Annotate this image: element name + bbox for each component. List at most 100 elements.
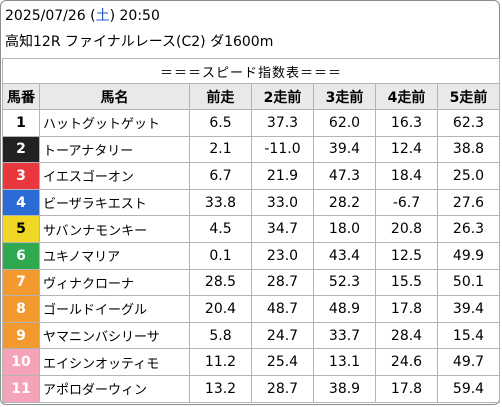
horse-number: 9	[2, 321, 40, 350]
speed-3-races-ago: 28.2	[313, 188, 376, 217]
horse-name: トーアナタリー	[39, 135, 190, 164]
speed-4-races-ago: 12.5	[375, 241, 438, 270]
speed-5-races-ago: 26.3	[436, 215, 501, 243]
speed-last-race: 33.8	[189, 188, 252, 217]
header-3-races-ago: 3走前	[313, 83, 376, 110]
speed-last-race: 4.5	[189, 215, 252, 243]
speed-4-races-ago: -6.7	[375, 188, 438, 217]
horse-number: 10	[2, 348, 40, 376]
horse-name: ハットグットゲット	[39, 109, 190, 137]
horse-name: ユキノマリア	[39, 241, 190, 270]
table-row: 1 ハットグットゲット 6.5 37.3 62.0 16.3 62.3	[2, 109, 501, 137]
table-row: 10 エイシンオッティモ 11.2 25.4 13.1 24.6 49.7	[2, 348, 501, 376]
header-5-races-ago: 5走前	[436, 83, 501, 110]
speed-2-races-ago: 33.0	[251, 188, 314, 217]
speed-5-races-ago: 27.6	[436, 188, 501, 217]
horse-name: エイシンオッティモ	[39, 348, 190, 376]
speed-2-races-ago: 21.9	[251, 162, 314, 190]
speed-2-races-ago: -11.0	[251, 135, 314, 164]
header-2-races-ago: 2走前	[251, 83, 314, 110]
horse-name: ビーザラキエスト	[39, 188, 190, 217]
speed-last-race: 6.7	[189, 162, 252, 190]
speed-2-races-ago: 34.7	[251, 215, 314, 243]
horse-number: 7	[2, 268, 40, 297]
header-horse-name: 馬名	[39, 83, 190, 110]
table-row: 7 ヴィナクローナ 28.5 28.7 52.3 15.5 50.1	[2, 268, 501, 297]
speed-2-races-ago: 28.7	[251, 268, 314, 297]
speed-last-race: 28.5	[189, 268, 252, 297]
speed-4-races-ago: 18.4	[375, 162, 438, 190]
table-banner: ＝＝＝スピード指数表＝＝＝	[1, 58, 501, 84]
speed-3-races-ago: 48.9	[313, 295, 376, 323]
header-horse-number: 馬番	[2, 83, 40, 110]
speed-last-race: 20.4	[189, 295, 252, 323]
speed-5-races-ago: 38.8	[436, 135, 501, 164]
table-row: 6 ユキノマリア 0.1 23.0 43.4 12.5 49.9	[2, 241, 501, 270]
table-row: 9 ヤマニンバシリーサ 5.8 24.7 33.7 28.4 15.4	[2, 321, 501, 350]
speed-5-races-ago: 39.4	[436, 295, 501, 323]
speed-2-races-ago: 25.4	[251, 348, 314, 376]
horse-number: 11	[2, 374, 40, 403]
horse-name: サバンナモンキー	[39, 215, 190, 243]
horse-name: ゴールドイーグル	[39, 295, 190, 323]
speed-2-races-ago: 37.3	[251, 109, 314, 137]
speed-2-races-ago: 48.7	[251, 295, 314, 323]
horse-number: 4	[2, 188, 40, 217]
race-date: 2025/07/26 (土) 20:50	[5, 7, 160, 25]
speed-4-races-ago: 17.8	[375, 295, 438, 323]
speed-index-table: ＝＝＝スピード指数表＝＝＝ 馬番 馬名 前走 2走前 3走前 4走前 5走前 1 ハットグット…	[1, 58, 501, 403]
horse-name: アポロダーウィン	[39, 374, 190, 403]
speed-3-races-ago: 18.0	[313, 215, 376, 243]
horse-name: ヤマニンバシリーサ	[39, 321, 190, 350]
speed-5-races-ago: 62.3	[436, 109, 501, 137]
speed-4-races-ago: 20.8	[375, 215, 438, 243]
speed-4-races-ago: 15.5	[375, 268, 438, 297]
horse-number: 5	[2, 215, 40, 243]
speed-3-races-ago: 39.4	[313, 135, 376, 164]
speed-2-races-ago: 23.0	[251, 241, 314, 270]
speed-3-races-ago: 43.4	[313, 241, 376, 270]
speed-4-races-ago: 28.4	[375, 321, 438, 350]
speed-5-races-ago: 49.7	[436, 348, 501, 376]
speed-4-races-ago: 16.3	[375, 109, 438, 137]
speed-5-races-ago: 49.9	[436, 241, 501, 270]
table-row: 2 トーアナタリー 2.1 -11.0 39.4 12.4 38.8	[2, 135, 501, 164]
table-row: 11 アポロダーウィン 13.2 28.7 38.9 17.8 59.4	[2, 374, 501, 403]
speed-last-race: 11.2	[189, 348, 252, 376]
horse-name: ヴィナクローナ	[39, 268, 190, 297]
speed-2-races-ago: 24.7	[251, 321, 314, 350]
weekday: 土	[95, 8, 110, 24]
header-last-race: 前走	[189, 83, 252, 110]
speed-3-races-ago: 38.9	[313, 374, 376, 403]
speed-last-race: 13.2	[189, 374, 252, 403]
race-title: 高知12R ファイナルレース(C2) ダ1600m	[5, 34, 274, 50]
speed-last-race: 6.5	[189, 109, 252, 137]
horse-number: 8	[2, 295, 40, 323]
speed-2-races-ago: 28.7	[251, 374, 314, 403]
horse-number: 1	[2, 109, 40, 137]
table-row: 4 ビーザラキエスト 33.8 33.0 28.2 -6.7 27.6	[2, 188, 501, 217]
speed-last-race: 5.8	[189, 321, 252, 350]
header-4-races-ago: 4走前	[375, 83, 438, 110]
horse-number: 6	[2, 241, 40, 270]
speed-3-races-ago: 13.1	[313, 348, 376, 376]
speed-5-races-ago: 15.4	[436, 321, 501, 350]
speed-4-races-ago: 24.6	[375, 348, 438, 376]
speed-3-races-ago: 52.3	[313, 268, 376, 297]
table-row: 8 ゴールドイーグル 20.4 48.7 48.9 17.8 39.4	[2, 295, 501, 323]
speed-4-races-ago: 12.4	[375, 135, 438, 164]
speed-5-races-ago: 50.1	[436, 268, 501, 297]
table-row: 5 サバンナモンキー 4.5 34.7 18.0 20.8 26.3	[2, 215, 501, 243]
table-row: 3 イエスゴーオン 6.7 21.9 47.3 18.4 25.0	[2, 162, 501, 190]
date-prefix: 2025/07/26 (	[5, 8, 96, 24]
speed-3-races-ago: 47.3	[313, 162, 376, 190]
speed-4-races-ago: 17.8	[375, 374, 438, 403]
horse-name: イエスゴーオン	[39, 162, 190, 190]
speed-5-races-ago: 59.4	[436, 374, 501, 403]
speed-5-races-ago: 25.0	[436, 162, 501, 190]
speed-3-races-ago: 33.7	[313, 321, 376, 350]
date-suffix: ) 20:50	[109, 8, 160, 24]
speed-3-races-ago: 62.0	[313, 109, 376, 137]
speed-last-race: 2.1	[189, 135, 252, 164]
